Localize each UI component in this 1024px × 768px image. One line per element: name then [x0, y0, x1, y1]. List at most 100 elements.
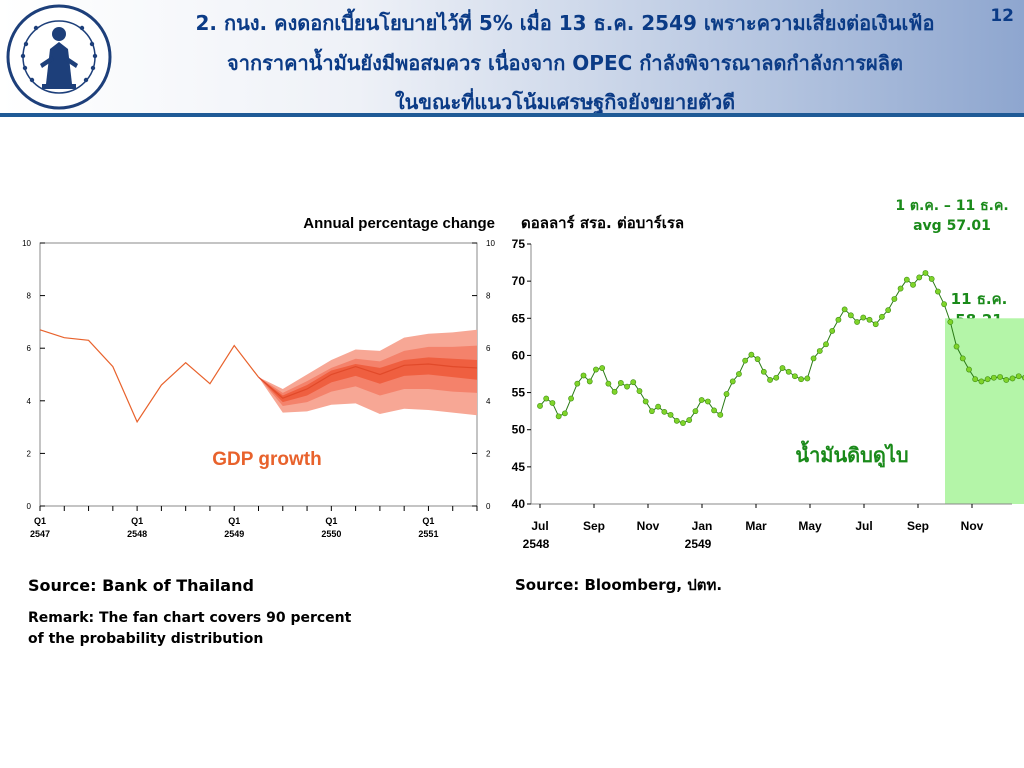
bank-of-thailand-logo [6, 4, 112, 110]
oil-price-point [748, 351, 755, 358]
left-remark-line-2: of the probability distribution [28, 631, 264, 647]
right-source: Source: Bloomberg, ปตท. [515, 576, 723, 594]
oil-price-point [897, 285, 904, 292]
oil-price-point [543, 395, 550, 402]
oil-price-point [692, 408, 699, 415]
gdp-x-tick-label-quarter: Q1 [228, 516, 240, 526]
gdp-x-tick-label-quarter: Q1 [131, 516, 143, 526]
gdp-y-tick-label-left: 2 [27, 449, 32, 458]
oil-price-point [574, 380, 581, 387]
oil-price-point [729, 378, 736, 385]
oil-price-point [854, 319, 860, 325]
oil-price-point [742, 357, 749, 364]
gdp-x-tick-label-year: 2549 [224, 529, 244, 539]
oil-price-point [568, 395, 574, 402]
oil-price-point [561, 410, 568, 417]
oil-price-point [891, 296, 898, 302]
oil-price-point [947, 319, 954, 325]
oil-price-point [922, 270, 929, 276]
oil-x-year-label: 2548 [523, 537, 550, 551]
header-divider [0, 113, 1024, 117]
oil-price-point [978, 378, 985, 385]
oil-y-tick-label: 40 [512, 497, 526, 511]
oil-price-point [723, 391, 730, 397]
oil-x-tick-label: Mar [745, 519, 767, 533]
gdp-y-tick-label-left: 10 [22, 239, 31, 248]
oil-price-point [537, 403, 543, 409]
oil-price-point [885, 307, 892, 314]
gdp-y-tick-label-left: 4 [27, 397, 32, 406]
gdp-x-tick-label-quarter: Q1 [422, 516, 434, 526]
oil-price-point [916, 274, 923, 281]
oil-price-point [611, 388, 618, 395]
oil-price-point [636, 388, 643, 394]
oil-price-point [617, 380, 624, 386]
left-source: Source: Bank of Thailand [28, 576, 254, 595]
oil-y-tick-label: 55 [512, 386, 526, 400]
oil-price-point [866, 316, 873, 323]
oil-x-tick-label: Nov [961, 519, 984, 533]
oil-price-point [593, 366, 599, 373]
oil-x-year-label: 2549 [685, 537, 712, 551]
oil-price-point [841, 306, 848, 313]
oil-price-point [997, 374, 1003, 380]
gdp-y-tick-label-right: 8 [486, 292, 491, 301]
oil-price-point [605, 380, 612, 387]
gdp-x-tick-label-year: 2547 [30, 529, 50, 539]
oil-price-point [717, 411, 724, 418]
oil-price-point [810, 355, 817, 362]
oil-x-tick-label: Jan [692, 519, 713, 533]
oil-x-tick-label: Sep [583, 519, 605, 533]
oil-x-tick-label: Nov [637, 519, 660, 533]
oil-price-point [934, 288, 941, 295]
oil-price-point [910, 281, 916, 288]
gdp-y-tick-label-left: 0 [27, 502, 32, 511]
oil-price-point [711, 407, 717, 414]
oil-y-tick-label: 75 [512, 237, 526, 251]
gdp-fan-center-line [258, 363, 478, 399]
title-line-3: ในขณะที่แนวโน้มเศรษฐกิจยังขยายตัวดี [394, 90, 736, 114]
oil-price-point [673, 417, 680, 424]
gdp-actual-line [39, 329, 259, 424]
oil-price-point [649, 408, 655, 415]
oil-y-tick-label: 70 [512, 274, 526, 288]
gdp-y-tick-label-right: 10 [486, 239, 495, 248]
oil-price-point [798, 376, 805, 383]
oil-price-point [941, 301, 948, 308]
oil-x-tick-label: Jul [531, 519, 548, 533]
left-remark-line-1: Remark: The fan chart covers 90 percent [28, 610, 352, 626]
title-line-1: 2. กนง. คงดอกเบี้ยนโยบายไว้ที่ 5% เมื่อ … [195, 11, 935, 35]
oil-price-point [879, 313, 885, 320]
oil-price-point [661, 408, 668, 415]
gdp-y-tick-label-left: 6 [27, 344, 32, 353]
oil-price-point [555, 413, 562, 420]
oil-price-point [586, 378, 593, 385]
oil-price-point [959, 355, 966, 362]
page-number: 12 [990, 6, 1014, 26]
oil-price-point [680, 420, 686, 426]
oil-price-point [1009, 375, 1016, 382]
oil-price-point [736, 371, 742, 377]
oil-price-point [903, 276, 910, 283]
oil-price-point [1015, 373, 1022, 380]
gdp-y-tick-label-right: 4 [486, 397, 491, 406]
oil-annotation-period: 1 ต.ค. – 11 ธ.ค. [895, 198, 1008, 214]
gdp-chart-title: Annual percentage change [303, 215, 495, 232]
oil-price-point [642, 398, 649, 405]
oil-price-point [816, 348, 823, 354]
oil-price-point [990, 374, 997, 381]
oil-price-point [953, 343, 960, 350]
oil-price-point [928, 276, 935, 282]
oil-price-point [767, 377, 773, 383]
oil-chart-title: ดอลลาร์ สรอ. ต่อบาร์เรล [521, 214, 684, 232]
title-line-2: จากราคาน้ำมันยังมีพอสมควร เนื่องจาก OPEC… [227, 51, 903, 75]
oil-price-point [655, 403, 662, 410]
gdp-y-tick-label-left: 8 [27, 292, 32, 301]
oil-price-point [1003, 377, 1010, 383]
oil-price-point [754, 356, 761, 363]
oil-y-tick-label: 65 [512, 311, 526, 325]
oil-price-point [792, 373, 798, 380]
gdp-x-tick-label-year: 2548 [127, 529, 147, 539]
oil-x-tick-label: Jul [855, 519, 872, 533]
